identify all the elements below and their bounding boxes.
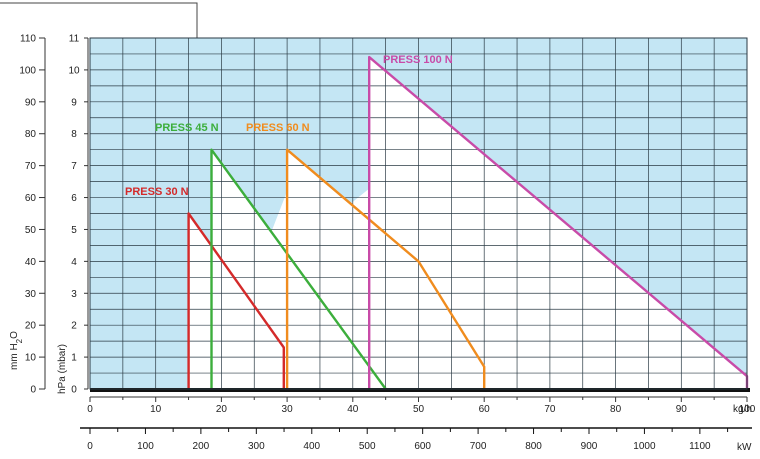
y-axis-title-mmh2o: mm H2O xyxy=(9,331,24,370)
y-tick-label-hpa: 9 xyxy=(71,97,77,108)
y-tick-label-mmh2o: 10 xyxy=(25,353,37,364)
x-tick-label-kw: 800 xyxy=(525,441,542,452)
y-tick-label-hpa: 7 xyxy=(71,161,77,172)
y-tick-label-mmh2o: 100 xyxy=(19,65,36,76)
x-tick-label-kw: 1000 xyxy=(633,441,656,452)
y-tick-label-mmh2o: 90 xyxy=(25,97,37,108)
series-line-press-30-n xyxy=(187,212,285,389)
y-tick-label-mmh2o: 80 xyxy=(25,129,37,140)
series-label-press-30-n: PRESS 30 N xyxy=(125,186,189,198)
x-tick-label-kgh: 100 xyxy=(739,404,756,415)
frame-bracket xyxy=(0,2,198,38)
y-axis-title-hpa: hPa (mbar) xyxy=(57,344,68,394)
x-tick-label-kw: 1100 xyxy=(689,441,711,452)
x-tick-label-kw: 700 xyxy=(470,441,487,452)
y-tick-label-hpa: 6 xyxy=(71,193,77,204)
x-tick-label-kw: 300 xyxy=(248,441,265,452)
x-tick-label-kw: 0 xyxy=(87,441,93,452)
series-line-press-45-n xyxy=(210,148,387,390)
y-tick-label-mmh2o: 60 xyxy=(25,193,37,204)
tick-labels: 0102030405060708090100110012345678910110… xyxy=(19,34,755,453)
y-tick-label-mmh2o: 30 xyxy=(25,289,37,300)
y-tick-label-mmh2o: 20 xyxy=(25,321,37,332)
x-tick-label-kgh: 40 xyxy=(347,404,359,415)
x-tick-label-kw: 600 xyxy=(414,441,431,452)
y-tick-label-hpa: 2 xyxy=(71,321,77,332)
y-tick-label-hpa: 11 xyxy=(69,34,80,45)
x-tick-label-kgh: 30 xyxy=(282,404,294,415)
x-tick-label-kw: 500 xyxy=(359,441,376,452)
y-tick-label-hpa: 5 xyxy=(71,225,77,236)
y-tick-label-mmh2o: 110 xyxy=(20,34,36,45)
x-tick-label-kgh: 60 xyxy=(479,404,491,415)
y-tick-label-hpa: 1 xyxy=(71,353,77,364)
y-tick-label-hpa: 0 xyxy=(71,385,77,396)
y-tick-label-mmh2o: 50 xyxy=(25,225,37,236)
y-tick-label-hpa: 3 xyxy=(71,289,77,300)
y-tick-label-mmh2o: 40 xyxy=(25,257,37,268)
plot-frame xyxy=(89,37,748,390)
y-tick-label-mmh2o: 0 xyxy=(30,385,36,396)
x-tick-label-kgh: 70 xyxy=(544,404,556,415)
axes xyxy=(39,37,752,434)
x-tick-label-kw: 100 xyxy=(137,441,154,452)
x-tick-label-kgh: 0 xyxy=(87,404,93,415)
series-label-press-60-n: PRESS 60 N xyxy=(246,122,310,134)
x-tick-label-kgh: 10 xyxy=(150,404,162,415)
x-axis-unit-kgh: kg/h xyxy=(733,404,752,415)
x-tick-label-kgh: 80 xyxy=(610,404,622,415)
y-tick-label-hpa: 8 xyxy=(71,129,77,140)
x-tick-label-kw: 200 xyxy=(193,441,210,452)
x-tick-label-kw: 900 xyxy=(581,441,598,452)
y-tick-label-hpa: 10 xyxy=(68,65,80,76)
x-axis-unit-kw: kW xyxy=(737,442,752,453)
series-label-press-100-n: PRESS 100 N xyxy=(383,54,453,66)
y-tick-label-hpa: 4 xyxy=(71,257,77,268)
x-tick-label-kgh: 20 xyxy=(216,404,228,415)
x-tick-label-kgh: 90 xyxy=(676,404,688,415)
operating-region xyxy=(188,57,748,389)
series-labels: PRESS 30 N PRESS 45 N PRESS 60 N PRESS 100 … xyxy=(125,54,453,198)
x-tick-label-kgh: 50 xyxy=(413,404,425,415)
series-line-press-60-n xyxy=(285,148,486,389)
x-axis-line xyxy=(90,388,750,392)
x-tick-label-kw: 400 xyxy=(303,441,320,452)
y-tick-label-mmh2o: 70 xyxy=(25,161,37,172)
series-label-press-45-n: PRESS 45 N xyxy=(155,122,219,134)
